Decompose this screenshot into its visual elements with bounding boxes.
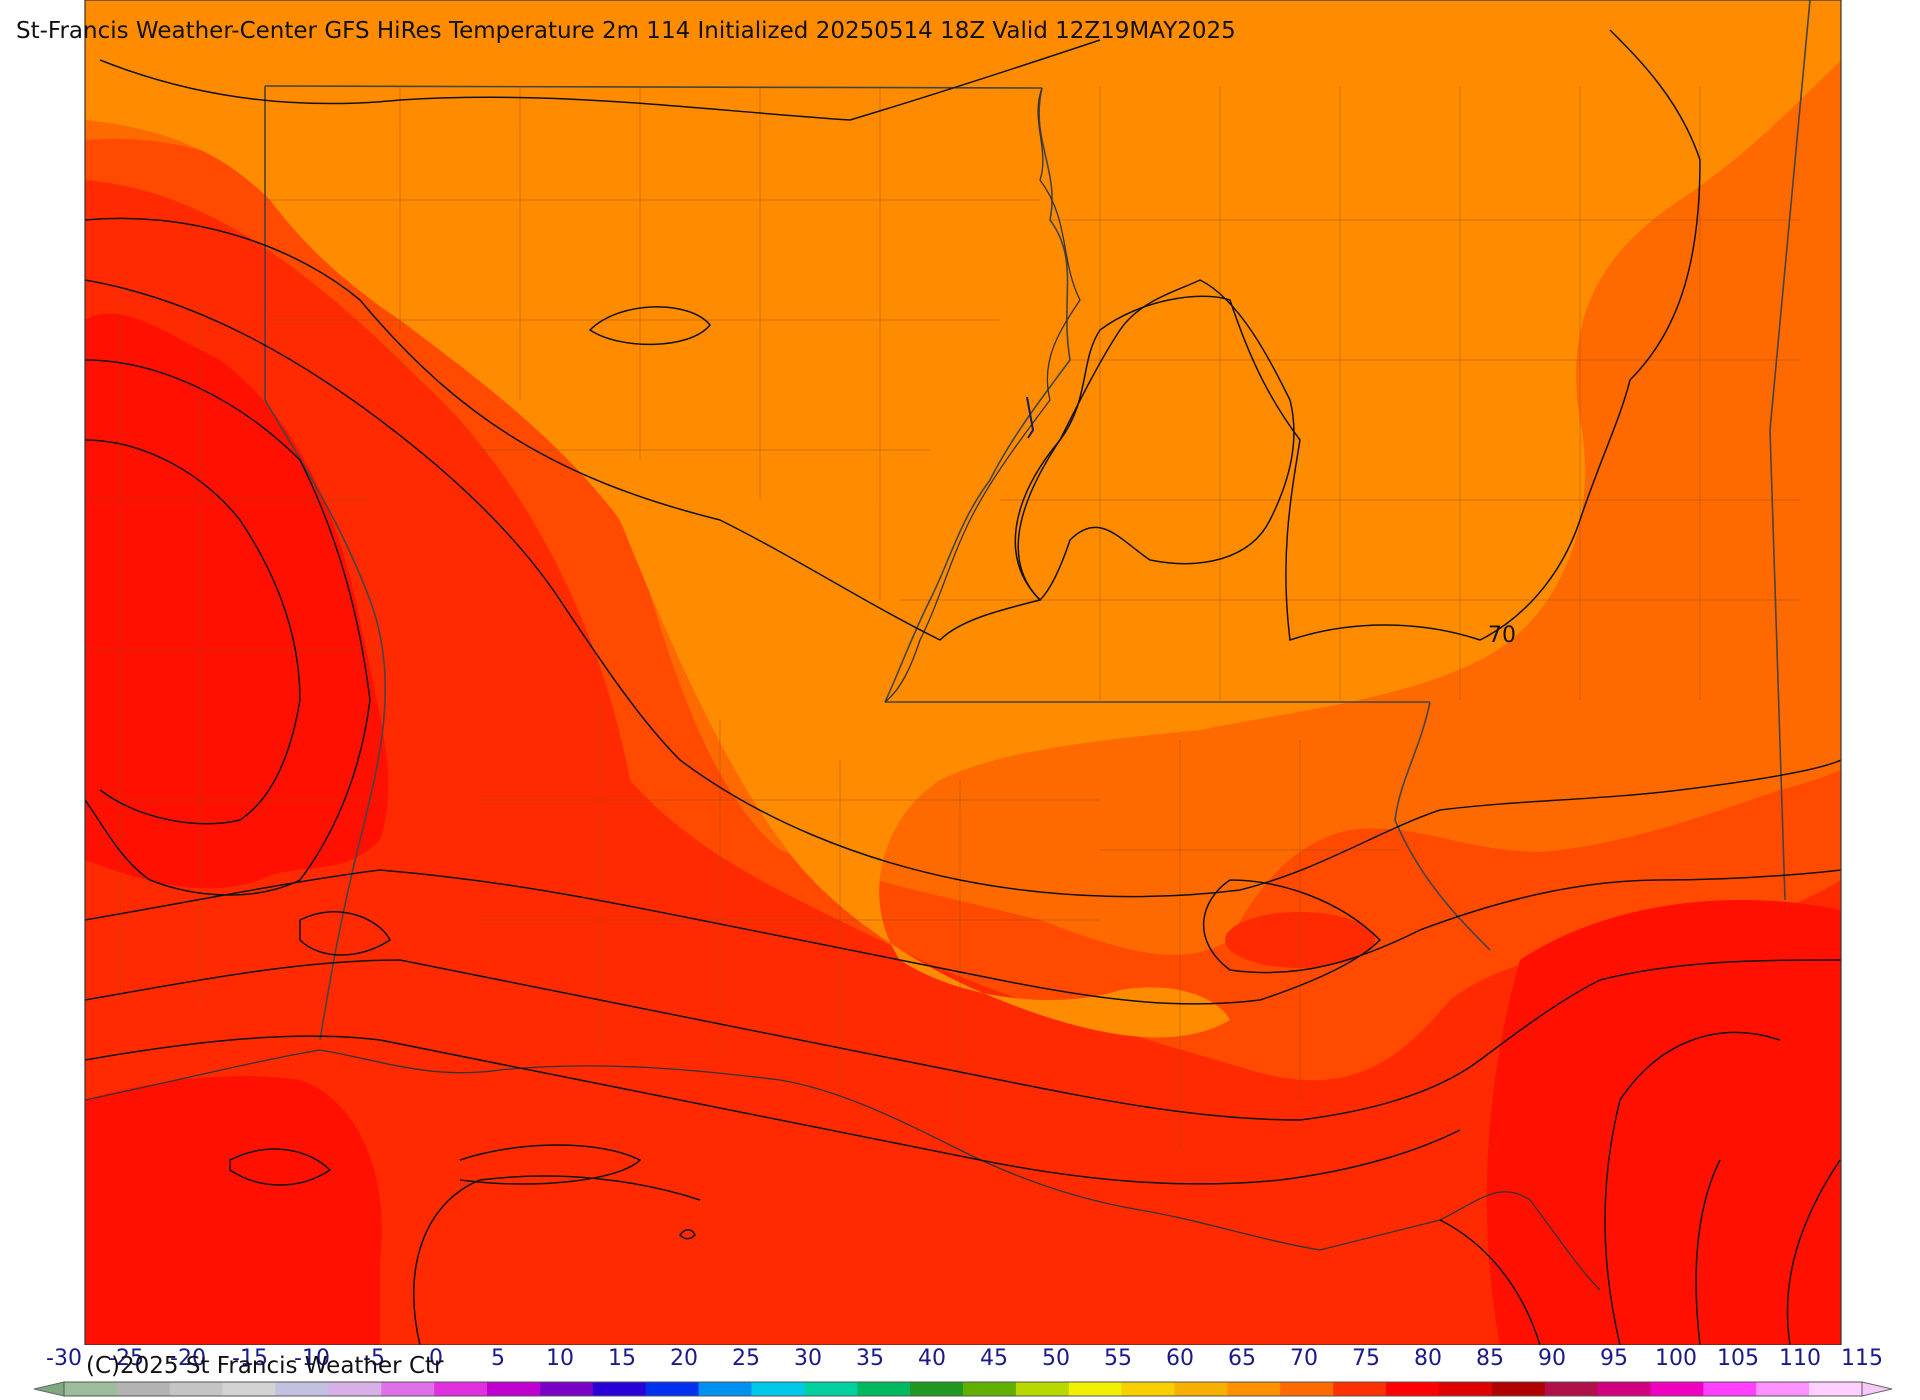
colorbar-tick-label: 80 bbox=[1414, 1346, 1442, 1371]
colorbar-swatch bbox=[1544, 1382, 1599, 1396]
colorbar-tick-label: 55 bbox=[1104, 1346, 1132, 1371]
copyright-text: (C)2025 St Francis Weather Ctr bbox=[86, 1353, 444, 1379]
colorbar-tick-label: 105 bbox=[1717, 1346, 1759, 1371]
state-borders bbox=[264, 0, 1811, 1041]
colorbar-tick-label: 0 bbox=[429, 1346, 443, 1371]
colorbar-tick-label: 5 bbox=[491, 1346, 505, 1371]
colorbar-swatch bbox=[1280, 1382, 1334, 1396]
colorbar-tick-label: 75 bbox=[1352, 1346, 1380, 1371]
colorbar-tick-label: 110 bbox=[1779, 1346, 1821, 1371]
colorbar-swatch bbox=[1386, 1382, 1440, 1396]
colorbar-tick-label: 10 bbox=[546, 1346, 574, 1371]
colorbar-tick-label: 85 bbox=[1476, 1346, 1504, 1371]
isotherm-contours bbox=[85, 29, 1841, 1345]
colorbar-swatch bbox=[539, 1382, 594, 1396]
colorbar-swatch bbox=[645, 1382, 700, 1396]
colorbar-swatch bbox=[275, 1382, 329, 1396]
colorbar-tick-label: 70 bbox=[1290, 1346, 1318, 1371]
colorbar-tick-label: 25 bbox=[732, 1346, 760, 1371]
colorbar-tick-label: 90 bbox=[1538, 1346, 1566, 1371]
colorbar bbox=[33, 1381, 1893, 1397]
colorbar-tick-label: 45 bbox=[980, 1346, 1008, 1371]
colorbar-swatch bbox=[116, 1382, 171, 1396]
colorbar-swatch bbox=[64, 1382, 118, 1396]
colorbar-tick-label: 15 bbox=[608, 1346, 636, 1371]
colorbar-labels: -30 -25 -20 -15 -10 -5 0 5 10 15 20 25 30 35 40 45 50 55 6… bbox=[0, 1346, 1920, 1376]
colorbar-swatch bbox=[751, 1382, 805, 1396]
map-frame bbox=[84, 0, 1842, 1345]
colorbar-tick-label: 35 bbox=[856, 1346, 884, 1371]
coastline bbox=[85, 1049, 1601, 1291]
river bbox=[884, 87, 1081, 703]
wind-barb-icon bbox=[1026, 396, 1035, 439]
colorbar-tick-label: 100 bbox=[1655, 1346, 1697, 1371]
colorbar-tick-label: 20 bbox=[670, 1346, 698, 1371]
colorbar-swatch bbox=[1491, 1382, 1546, 1396]
colorbar-swatch bbox=[1597, 1382, 1651, 1396]
colorbar-tick-label: 40 bbox=[918, 1346, 946, 1371]
colorbar-tick-label: -10 bbox=[294, 1346, 330, 1371]
band-80-85-south bbox=[85, 1076, 382, 1345]
colorbar-swatch bbox=[434, 1382, 488, 1396]
colorbar-swatch bbox=[910, 1382, 964, 1396]
colorbar-left-arrow bbox=[33, 1381, 65, 1397]
colorbar-swatch bbox=[1121, 1382, 1176, 1396]
colorbar-swatch bbox=[1650, 1382, 1704, 1396]
colorbar-tick-label: 60 bbox=[1166, 1346, 1194, 1371]
colorbar-swatch bbox=[1703, 1382, 1757, 1396]
contour-label-70: 70 bbox=[1488, 623, 1516, 648]
colorbar-swatch bbox=[698, 1382, 752, 1396]
colorbar-swatch bbox=[1438, 1382, 1493, 1396]
colorbar-tick-label: 30 bbox=[794, 1346, 822, 1371]
colorbar-swatch bbox=[1015, 1382, 1070, 1396]
colorbar-swatch bbox=[857, 1382, 911, 1396]
map-title: St-Francis Weather-Center GFS HiRes Temp… bbox=[16, 18, 1236, 44]
colorbar-tick-label: -20 bbox=[170, 1346, 206, 1371]
colorbar-swatch bbox=[804, 1382, 858, 1396]
county-borders bbox=[85, 86, 1800, 1150]
colorbar-border bbox=[63, 1381, 1863, 1397]
temperature-map: 70 bbox=[84, 0, 1842, 1345]
colorbar-swatch bbox=[381, 1382, 435, 1396]
colorbar-swatch bbox=[1333, 1382, 1387, 1396]
colorbar-tick-label: -15 bbox=[232, 1346, 268, 1371]
colorbar-tick-label: 95 bbox=[1600, 1346, 1628, 1371]
colorbar-tick-label: 65 bbox=[1228, 1346, 1256, 1371]
colorbar-tick-label: 115 bbox=[1841, 1346, 1883, 1371]
colorbar-swatch bbox=[487, 1382, 541, 1396]
colorbar-swatch bbox=[1068, 1382, 1123, 1396]
colorbar-swatch bbox=[1227, 1382, 1281, 1396]
colorbar-swatch bbox=[1756, 1382, 1810, 1396]
colorbar-swatch bbox=[1174, 1382, 1228, 1396]
colorbar-swatch bbox=[592, 1382, 647, 1396]
colorbar-tick-label: -5 bbox=[363, 1346, 385, 1371]
colorbar-right-arrow bbox=[1861, 1381, 1893, 1397]
colorbar-tick-label: -25 bbox=[108, 1346, 144, 1371]
colorbar-swatch bbox=[169, 1382, 224, 1396]
colorbar-tick-label: -30 bbox=[46, 1346, 82, 1371]
band-60-65 bbox=[85, 0, 1841, 1038]
colorbar-tick-label: 50 bbox=[1042, 1346, 1070, 1371]
colorbar-swatch bbox=[963, 1382, 1017, 1396]
colorbar-swatch bbox=[1809, 1382, 1863, 1396]
band-80-85-gulf-east bbox=[1486, 900, 1841, 1345]
colorbar-swatch bbox=[328, 1382, 382, 1396]
colorbar-swatch bbox=[222, 1382, 277, 1396]
